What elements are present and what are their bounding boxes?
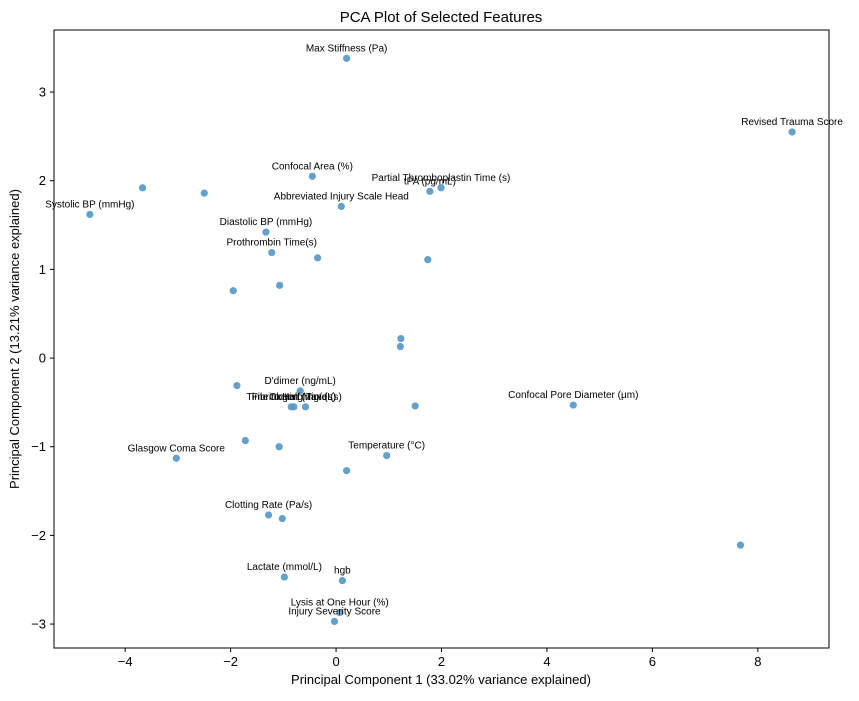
data-point [336, 608, 344, 617]
point-labels-layer: Max Stiffness (Pa) Revised Trauma Score Co… [45, 43, 843, 617]
y-axis-label: Principal Component 2 (13.21% variance e… [7, 189, 22, 489]
x-axis-label: Principal Component 1 (33.02% variance e… [291, 672, 591, 687]
data-point [788, 128, 796, 136]
data-point [343, 467, 351, 475]
plot-area-frame [53, 29, 830, 649]
data-point [569, 401, 577, 409]
point-label: Clotting Rate (Pa/s) [225, 500, 312, 511]
data-point [287, 403, 295, 411]
data-point [241, 436, 249, 445]
data-point [383, 451, 391, 460]
point-label: hgb [334, 566, 351, 577]
data-point [268, 248, 276, 257]
point-label: Max Stiffness (Pa) [306, 43, 388, 54]
point-label: Diastolic BP (mmHg) [220, 217, 313, 228]
point-label: Lactate (mmol/L) [247, 562, 322, 573]
y-tick-label: −3 [31, 617, 46, 632]
y-axis-ticks: −3 −2 −1 0 1 2 3 [31, 85, 54, 632]
chart-title: PCA Plot of Selected Features [340, 9, 543, 26]
data-point [138, 184, 147, 192]
data-point [314, 254, 322, 262]
points-layer [86, 54, 796, 626]
data-point [262, 228, 270, 236]
point-label: Temperature (°C) [348, 441, 425, 452]
point-label: D'dimer (ng/mL) [265, 376, 336, 387]
data-point [736, 541, 745, 549]
data-point [338, 577, 346, 585]
x-tick-label: 8 [754, 654, 761, 669]
data-point [280, 573, 288, 581]
data-point [296, 387, 304, 395]
data-point [397, 334, 405, 343]
y-tick-label: −2 [31, 528, 46, 543]
data-point [343, 54, 351, 62]
x-tick-label: −2 [223, 654, 238, 669]
point-label: Glasgow Coma Score [128, 443, 226, 454]
y-tick-label: −1 [31, 439, 46, 454]
y-tick-label: 3 [39, 85, 46, 100]
data-point [437, 184, 445, 192]
x-tick-label: 6 [649, 654, 656, 669]
point-label: Time to Half Max (s) [246, 392, 336, 403]
data-point [424, 256, 432, 264]
point-label: tPA (pg/mL) [404, 176, 456, 187]
y-tick-label: 1 [39, 262, 46, 277]
x-axis-ticks: −4 −2 0 2 4 6 8 [118, 648, 761, 669]
point-label: Confocal Pore Diameter (μm) [508, 390, 638, 401]
y-tick-label: 2 [39, 173, 46, 188]
x-tick-label: 4 [543, 654, 550, 669]
data-point [426, 187, 434, 195]
data-point [200, 189, 208, 197]
point-label: Injury Severity Score [288, 606, 381, 617]
point-label: Abbreviated Injury Scale Head [274, 191, 409, 202]
data-point [301, 403, 310, 411]
data-point [275, 443, 283, 451]
data-point [229, 287, 237, 295]
y-tick-label: 0 [39, 351, 46, 366]
x-tick-label: −4 [118, 654, 133, 669]
data-point [278, 514, 286, 523]
point-label: Clotting Time (s) [269, 392, 342, 403]
data-point [233, 381, 241, 390]
data-point [276, 281, 284, 289]
x-tick-label: 0 [332, 654, 339, 669]
data-point [308, 172, 316, 180]
point-label: Partial Thromboplastin Time (s) [372, 173, 511, 184]
point-label: Systolic BP (mmHg) [45, 199, 134, 210]
data-point [86, 210, 94, 219]
x-tick-label: 2 [438, 654, 445, 669]
point-label: Revised Trauma Score [741, 117, 843, 128]
point-label: Fibrinogen (mg/dL) [252, 392, 336, 403]
data-point [264, 511, 273, 519]
point-label: Confocal Area (%) [272, 161, 353, 172]
data-point [330, 617, 339, 626]
point-label: Prothrombin Time(s) [226, 238, 317, 249]
data-point [337, 202, 345, 211]
data-point [396, 342, 404, 351]
point-label: Lysis at One Hour (%) [291, 598, 389, 609]
data-point [172, 454, 180, 462]
data-point [411, 402, 419, 410]
